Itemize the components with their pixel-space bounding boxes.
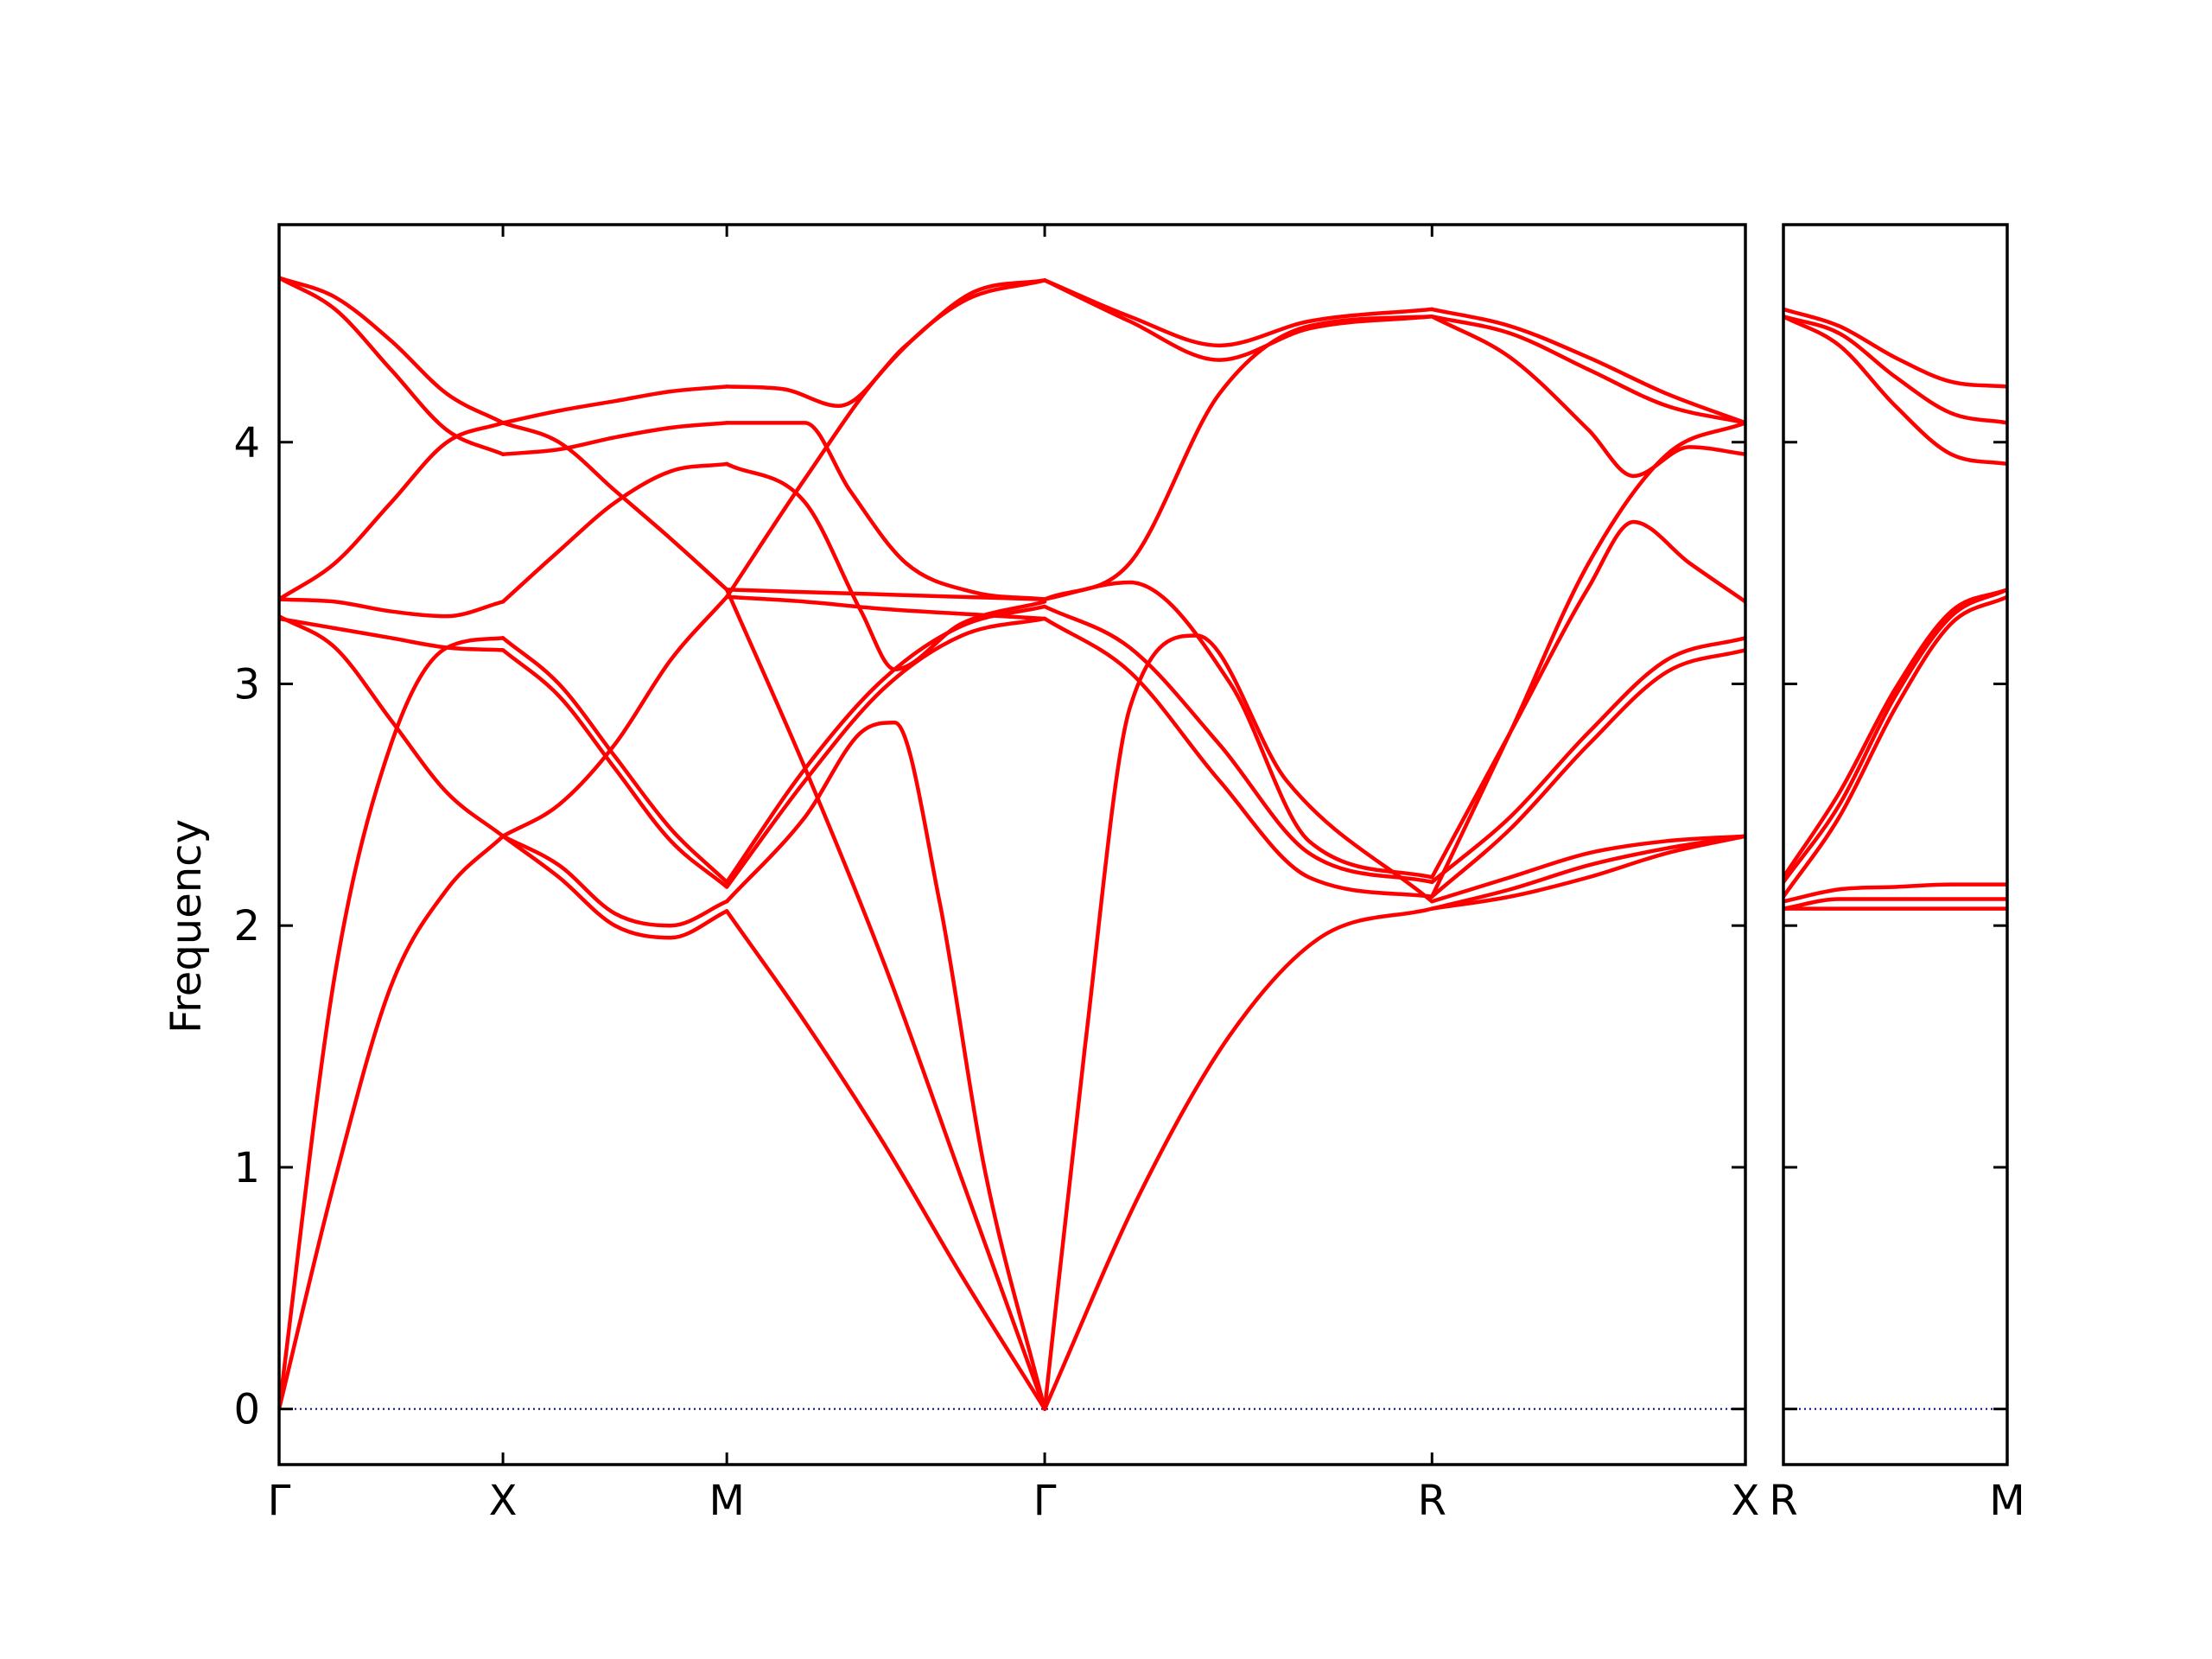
band-Γ-R-6 xyxy=(1042,315,1434,601)
band-R-M-3 xyxy=(1783,882,2007,904)
band-Γ-X-7 xyxy=(279,276,505,456)
band-Γ-X-3 xyxy=(279,616,505,652)
x-tick-label: M xyxy=(1989,1477,2024,1525)
x-tick-label: R xyxy=(1418,1477,1446,1525)
band-R-M-7 xyxy=(1783,315,2007,467)
band-R-M-8 xyxy=(1783,315,2007,425)
band-R-X-9 xyxy=(1430,315,1745,425)
x-tick-label: Γ xyxy=(1033,1477,1057,1525)
band-R-X-10 xyxy=(1430,307,1745,425)
band-Γ-R-4 xyxy=(1042,604,1434,885)
band-X-M-2 xyxy=(500,834,729,928)
band-M-Γ-1 xyxy=(724,909,1047,1411)
band-Γ-R-3 xyxy=(1042,616,1434,899)
y-tick-label: 2 xyxy=(233,902,260,950)
band-R-X-7 xyxy=(1430,421,1745,899)
panel-main: 0 1 2 3 4 Γ X M Γ R X xyxy=(233,223,1760,1525)
band-M-Γ-11 xyxy=(724,278,1047,409)
band-X-M-4 xyxy=(500,636,729,885)
band-Γ-R-7 xyxy=(1042,278,1434,348)
band-Γ-X-4 xyxy=(279,613,505,838)
band-X-M-1 xyxy=(500,834,729,940)
band-R-M-6 xyxy=(1783,588,2007,880)
band-R-M-9 xyxy=(1783,307,2007,389)
band-Γ-R-1 xyxy=(1042,906,1434,1411)
band-R-X-5 xyxy=(1430,636,1745,885)
band-Γ-X-1 xyxy=(279,834,505,1411)
y-tick-label: 1 xyxy=(233,1144,260,1192)
y-tick-label: 0 xyxy=(233,1386,260,1434)
band-Γ-X-8 xyxy=(279,276,505,425)
band-Γ-R-8 xyxy=(1042,278,1434,362)
band-R-X-1 xyxy=(1430,834,1745,911)
band-X-M-7 xyxy=(500,421,729,592)
x-tick-label: M xyxy=(709,1477,744,1525)
band-M-Γ-7 xyxy=(724,594,1047,621)
band-M-Γ-3 xyxy=(724,720,1047,1411)
band-R-X-8 xyxy=(1430,315,1745,479)
band-X-M-9 xyxy=(500,385,729,425)
y-tick-label: 3 xyxy=(233,660,260,709)
band-M-Γ-5 xyxy=(724,604,1047,885)
plot-area xyxy=(279,276,1745,1411)
band-M-Γ-6 xyxy=(724,461,1047,671)
band-M-Γ-9 xyxy=(724,278,1047,600)
band-X-M-5 xyxy=(500,594,729,838)
band-R-X-4 xyxy=(1430,648,1745,899)
panel-frame xyxy=(277,223,1747,1466)
band-M-Γ-2 xyxy=(724,588,1047,1411)
band-R-M-2 xyxy=(1783,897,2007,911)
band-M-Γ-4 xyxy=(724,616,1047,889)
band-Γ-X-2 xyxy=(279,636,505,1411)
x-tick-label: Γ xyxy=(268,1477,291,1525)
band-X-M-3 xyxy=(500,648,729,889)
x-tick-label: R xyxy=(1769,1477,1797,1525)
x-tick-label: X xyxy=(489,1477,518,1525)
band-R-X-3 xyxy=(1430,834,1745,904)
band-M-Γ-8 xyxy=(724,588,1047,601)
band-R-X-6 xyxy=(1430,519,1745,880)
band-Γ-R-5 xyxy=(1042,580,1434,880)
band-Γ-X-6 xyxy=(279,421,505,601)
y-axis-label: Frequency xyxy=(162,819,211,1033)
band-M-Γ-10 xyxy=(724,421,1047,601)
band-Γ-X-5 xyxy=(279,597,505,619)
plot-area xyxy=(1783,307,2007,1410)
band-X-M-6 xyxy=(500,461,729,604)
band-R-M-5 xyxy=(1783,588,2007,885)
band-X-M-8 xyxy=(500,421,729,456)
band-R-X-2 xyxy=(1430,834,1745,911)
band-Γ-R-2 xyxy=(1042,633,1434,1411)
band-R-M-4 xyxy=(1783,594,2007,899)
y-tick-label: 4 xyxy=(233,419,260,467)
x-tick-label: X xyxy=(1732,1477,1760,1525)
panel-frame xyxy=(1782,223,2009,1466)
